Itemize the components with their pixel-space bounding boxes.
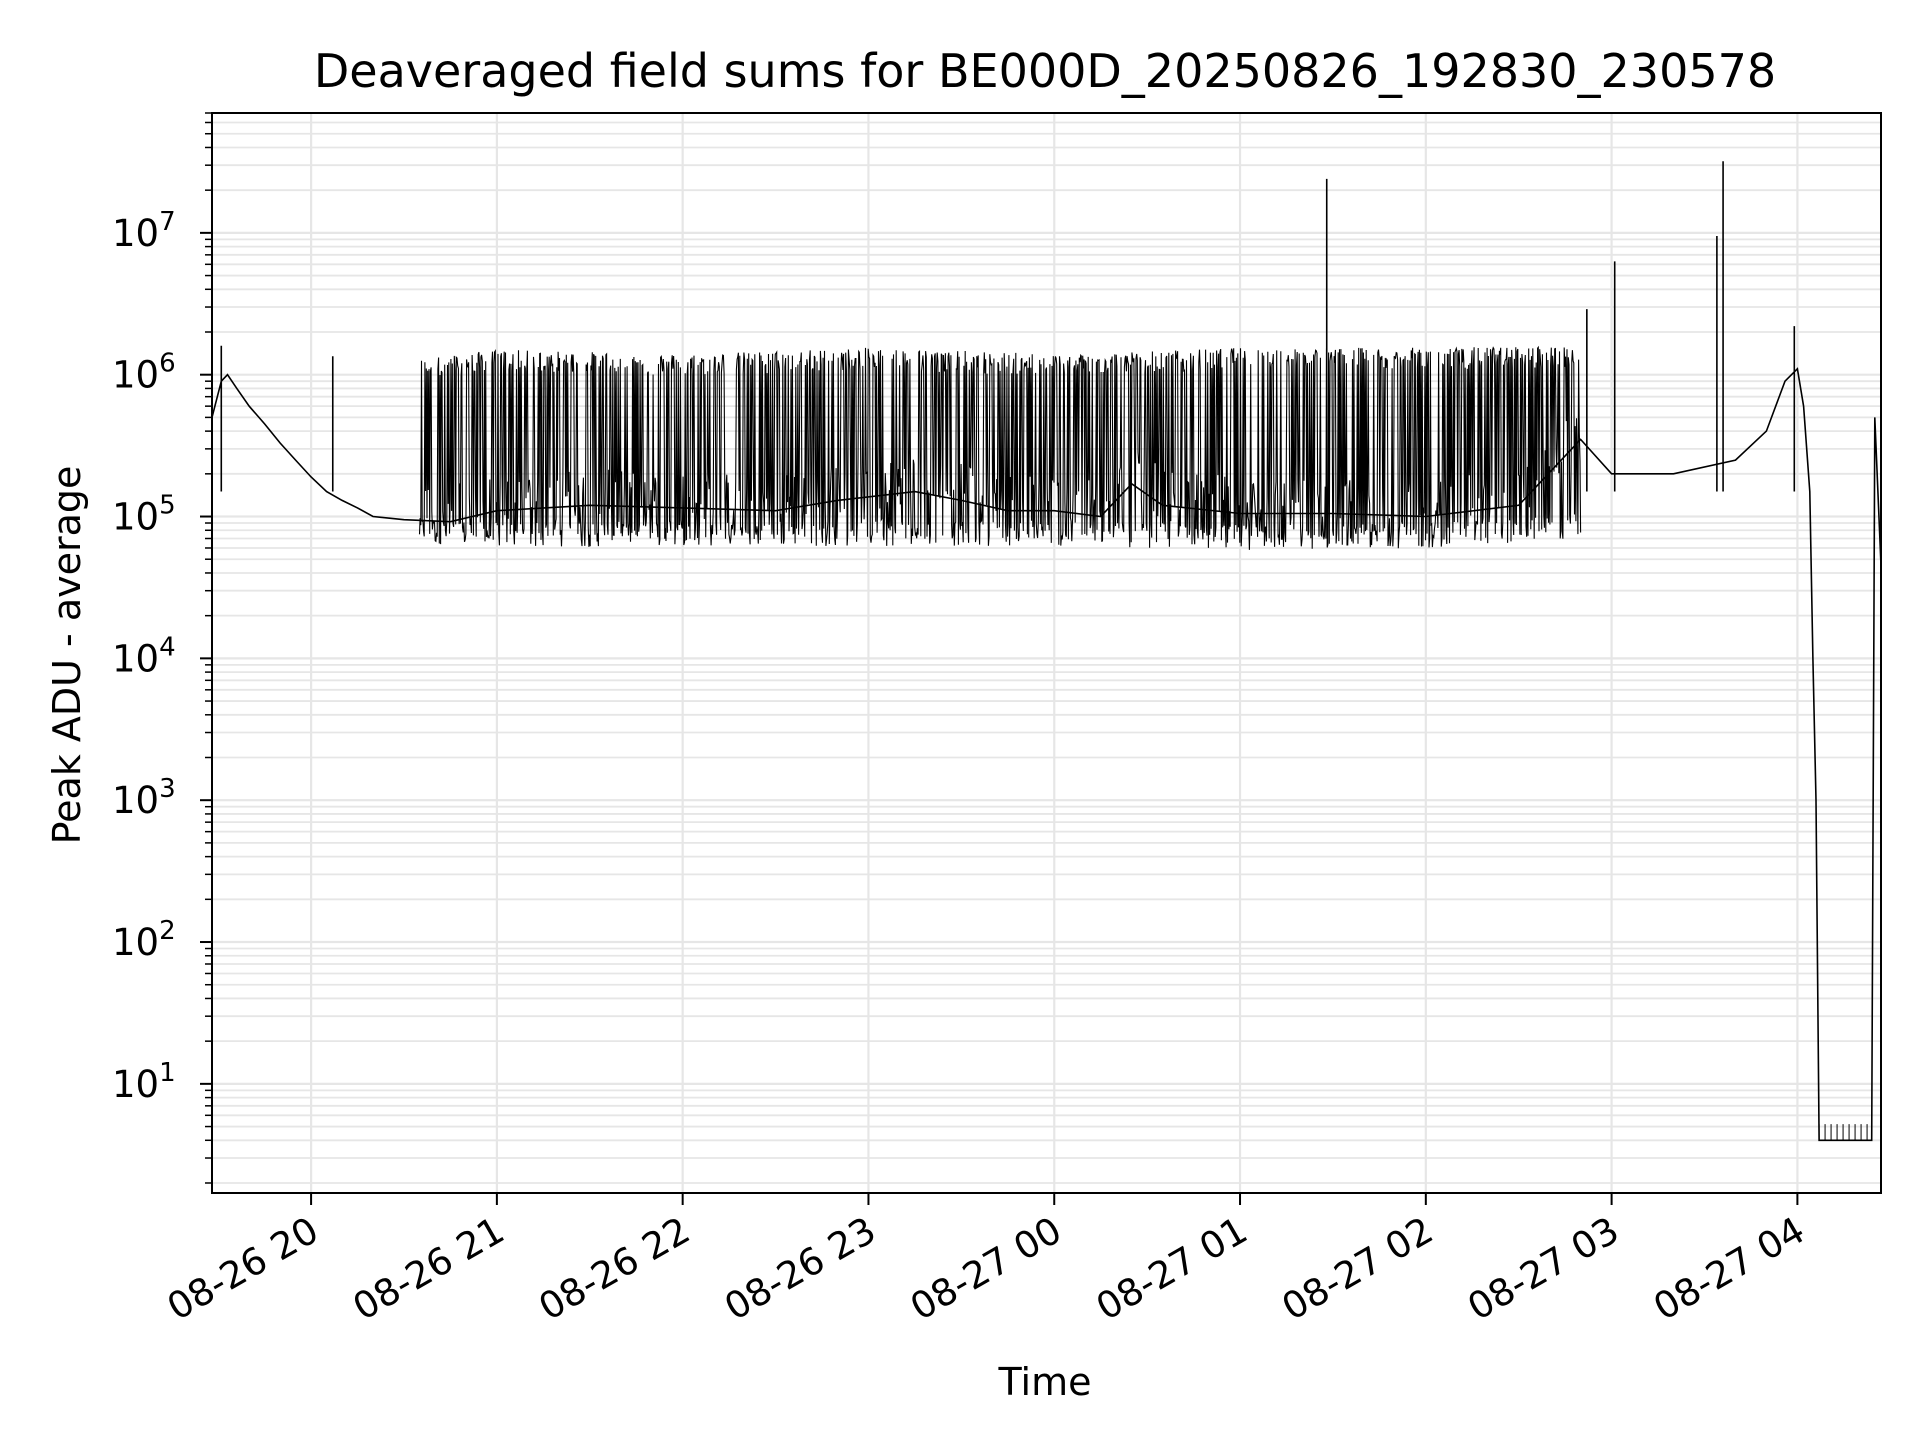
y-tick-label: 104 xyxy=(112,632,176,680)
y-tick-exponent: 6 xyxy=(159,349,176,379)
y-tick-base: 10 xyxy=(112,354,159,397)
y-tick-label: 105 xyxy=(112,491,176,539)
y-tick-exponent: 1 xyxy=(159,1058,176,1088)
y-tick-exponent: 7 xyxy=(159,207,176,237)
y-tick-base: 10 xyxy=(112,212,159,255)
y-tick-label: 103 xyxy=(112,774,176,822)
series-trace xyxy=(418,345,1582,550)
y-tick-base: 10 xyxy=(112,921,159,964)
y-tick-base: 10 xyxy=(112,637,159,680)
y-tick-base: 10 xyxy=(112,496,159,539)
axes xyxy=(205,112,1882,1194)
y-tick-base: 10 xyxy=(112,1063,159,1106)
y-tick-label: 106 xyxy=(112,349,176,397)
y-tick-exponent: 4 xyxy=(159,632,176,662)
y-tick-exponent: 2 xyxy=(159,916,176,946)
y-tick-exponent: 5 xyxy=(159,491,176,521)
grid-layer xyxy=(212,112,1881,1193)
series-trace-path xyxy=(418,345,1582,550)
x-axis-label: Time xyxy=(998,1360,1092,1404)
y-axis-label: Peak ADU - average xyxy=(45,466,89,845)
y-tick-label: 102 xyxy=(112,916,176,964)
plot-frame xyxy=(211,112,1882,1194)
y-tick-base: 10 xyxy=(112,779,159,822)
y-tick-label: 107 xyxy=(112,207,176,255)
y-tick-exponent: 3 xyxy=(159,774,176,804)
chart-title: Deaveraged field sums for BE000D_2025082… xyxy=(314,44,1776,98)
y-tick-label: 101 xyxy=(112,1058,176,1106)
series-line-path xyxy=(211,367,1882,1142)
series-line xyxy=(211,161,1882,1142)
